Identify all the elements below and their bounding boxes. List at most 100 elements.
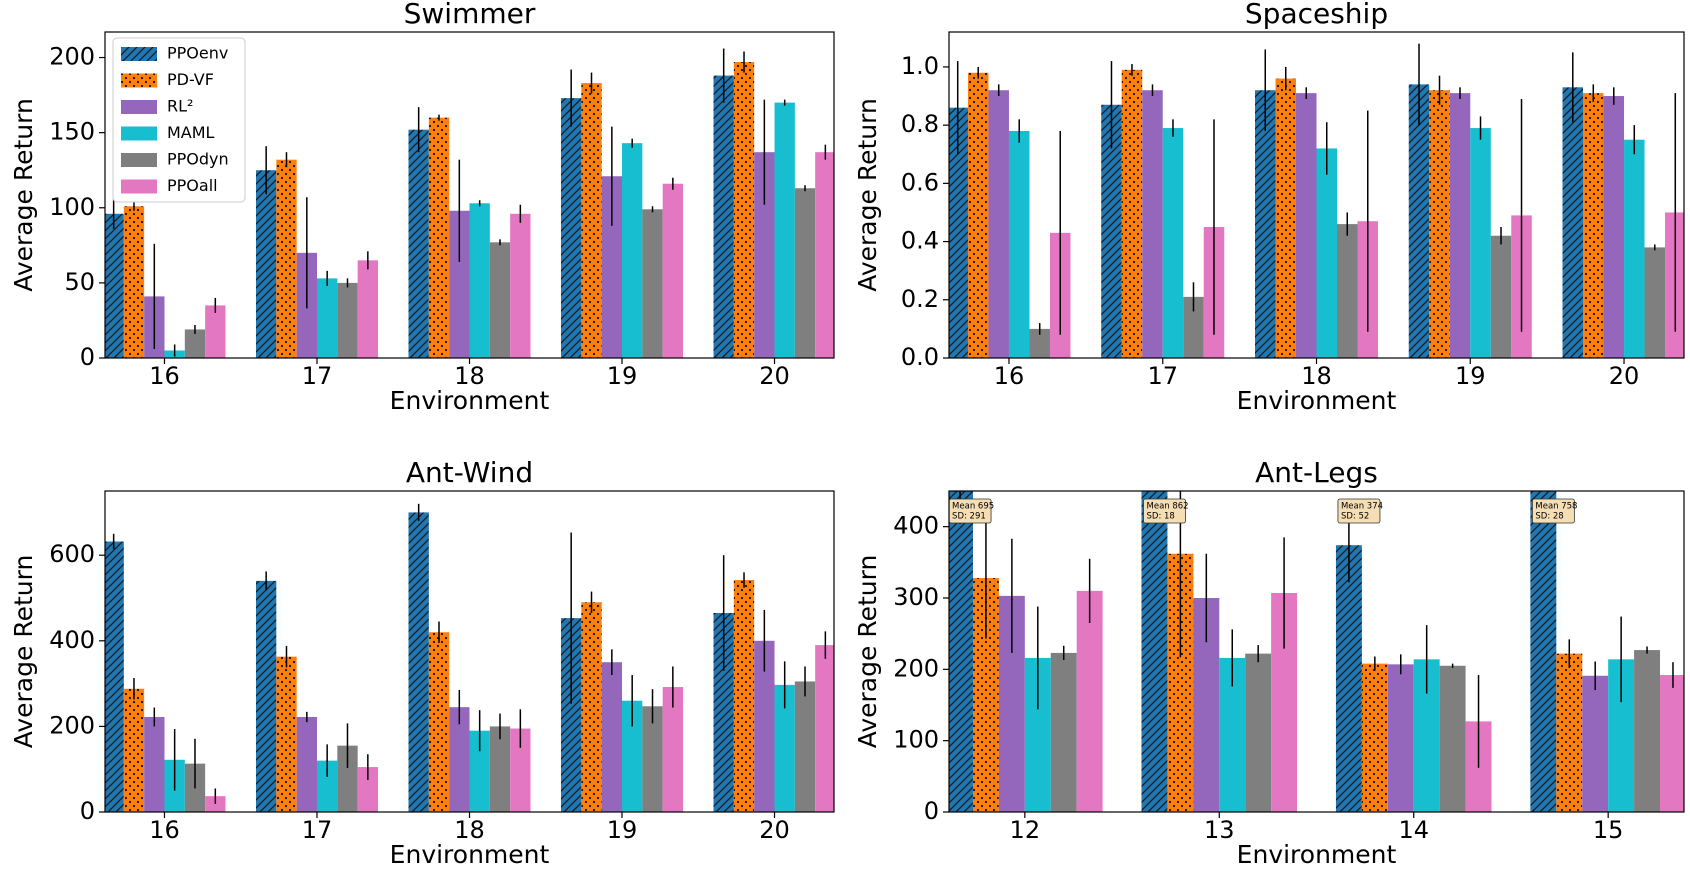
bar (357, 260, 378, 358)
y-tick-label: 0 (80, 343, 95, 371)
bar (1316, 148, 1338, 358)
panel: Ant-Wind Environment Average Return 0 200 400… (9, 456, 835, 869)
y-axis-label: Average Return (9, 98, 38, 292)
bar (316, 760, 338, 812)
bar (754, 152, 775, 358)
annotation-box (1531, 498, 1575, 524)
bar (1361, 663, 1388, 812)
plot-frame (104, 31, 835, 359)
bar (1583, 93, 1604, 358)
annotation-text: SD: 18 (1147, 512, 1175, 522)
chart-title: Ant-Wind (406, 456, 533, 489)
panel: Spaceship Environment Average Return 0.0 0.2… (853, 0, 1685, 415)
annotation-box (1143, 498, 1186, 524)
bar (316, 278, 338, 358)
legend-label: PPOenv (167, 44, 228, 63)
bar (794, 681, 816, 812)
x-tick-label: 19 (607, 816, 638, 844)
bar (408, 129, 429, 358)
legend-swatch (121, 126, 157, 141)
bar (1183, 296, 1204, 358)
bar (428, 117, 450, 358)
y-tick-label: 150 (49, 118, 95, 146)
bar (1562, 87, 1584, 358)
bar (1295, 93, 1317, 358)
bar (815, 152, 834, 358)
y-tick-label: 0 (924, 797, 939, 825)
bar (815, 645, 834, 812)
bar (1121, 69, 1143, 358)
bar (1439, 665, 1466, 812)
y-tick-label: 50 (64, 268, 95, 296)
bar (1530, 491, 1557, 812)
bar (449, 707, 470, 812)
bar (733, 580, 755, 812)
bar (1470, 128, 1491, 358)
y-tick-label: 1.0 (901, 52, 939, 80)
x-tick-label: 16 (994, 362, 1025, 390)
y-tick-label: 400 (49, 626, 95, 654)
annotation-text: Mean 374 (1341, 502, 1383, 512)
bar (469, 730, 490, 812)
y-tick-label: 0.8 (901, 110, 939, 138)
bar (1029, 328, 1050, 358)
bar (1665, 212, 1684, 358)
bar (1335, 545, 1362, 812)
bar (105, 541, 124, 812)
bar (662, 687, 684, 812)
x-axis-label: Environment (1237, 840, 1397, 869)
legend-swatch (121, 179, 157, 194)
chart-title: Ant-Legs (1255, 456, 1378, 489)
legend-label: PPOall (167, 176, 218, 195)
y-tick-label: 0.4 (901, 227, 939, 255)
legend-label: MAML (167, 123, 215, 142)
bar (337, 282, 358, 358)
annotation-text: SD: 291 (952, 512, 986, 522)
annotation-text: Mean 695 (952, 502, 994, 512)
bar (489, 242, 511, 358)
panel: Ant-Legs Environment Average Return 0 100 200… (853, 456, 1685, 869)
bar (1387, 664, 1414, 812)
bar (1603, 96, 1625, 358)
y-tick-label: 0.6 (901, 168, 939, 196)
x-tick-label: 15 (1593, 816, 1624, 844)
y-tick-label: 300 (893, 583, 939, 611)
x-tick-label: 17 (302, 362, 333, 390)
bar (123, 688, 145, 812)
y-tick-label: 200 (49, 43, 95, 71)
bar (949, 107, 968, 358)
bar (357, 767, 378, 812)
bar (1141, 491, 1168, 812)
bar (1162, 128, 1184, 358)
bar (1008, 130, 1030, 358)
bar (1556, 653, 1583, 812)
bars (949, 43, 1684, 358)
x-tick-label: 13 (1204, 816, 1235, 844)
bar (510, 213, 531, 358)
bar (449, 210, 470, 358)
bar (105, 213, 124, 358)
bar (1275, 78, 1296, 358)
bar (1660, 675, 1684, 812)
plot-frame (104, 490, 835, 813)
bar (296, 716, 317, 812)
x-tick-label: 18 (454, 362, 485, 390)
bar (581, 602, 602, 812)
bar (774, 684, 795, 812)
bar (642, 706, 663, 812)
y-tick-label: 200 (49, 711, 95, 739)
x-tick-label: 20 (1609, 362, 1640, 390)
bar (601, 662, 623, 812)
x-axis-label: Environment (1237, 386, 1397, 415)
bar (1245, 653, 1272, 812)
y-tick-label: 0.0 (901, 343, 939, 371)
bar (642, 209, 663, 358)
bar (754, 640, 775, 812)
bar (1634, 650, 1661, 812)
bar (144, 716, 165, 812)
x-tick-label: 20 (759, 816, 790, 844)
legend: PPOenv PD-VF RL² MAML PPOdyn PPOall (112, 37, 246, 203)
x-tick-label: 12 (1010, 816, 1041, 844)
bar (255, 170, 277, 358)
bar (662, 183, 684, 358)
